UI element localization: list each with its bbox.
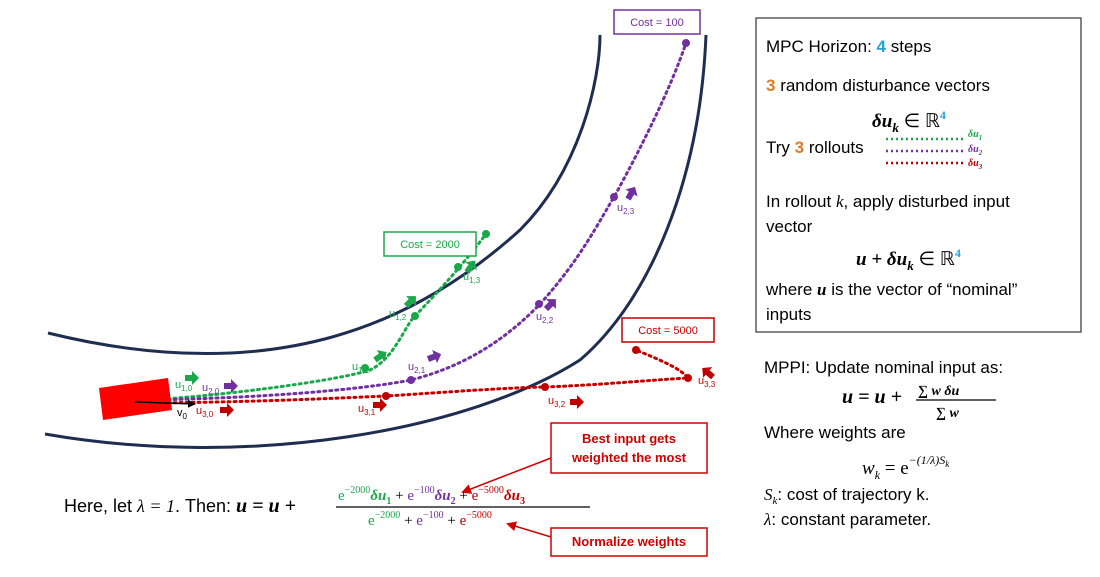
callout-best-line1: Best input gets [582, 431, 676, 446]
mppi-update-denominator: ∑ w [936, 406, 959, 421]
rollout-3-point [684, 374, 692, 382]
input-label-u20: u2,0 [202, 382, 220, 396]
road-outer-edge [47, 34, 602, 356]
u-plus-du-def: u + δuk ∈ ℝ4 [856, 246, 961, 273]
legend-label-3: δu3 [968, 158, 983, 171]
road-inner-edge [44, 34, 708, 449]
rollout-k-line2: vector [766, 217, 813, 236]
input-arrow-u23 [625, 186, 638, 201]
delta-u-def: δuk ∈ ℝ4 [872, 108, 946, 135]
input-arrow-u20 [224, 379, 238, 393]
rollout-3-point [382, 392, 390, 400]
lambda-definition: λ: constant parameter. [763, 510, 931, 529]
input-arrow-u30 [220, 403, 234, 417]
where-line1: where u is the vector of “nominal” [765, 280, 1018, 299]
mppi-section: MPPI: Update nominal input as: u = u + ∑… [763, 358, 1003, 529]
input-arrow-u32 [570, 395, 584, 409]
bottom-formula: Here, let λ = 1. Then: u = u + e−2000δu1… [64, 485, 590, 529]
bottom-formula-denominator: e−2000 + e−100 + e−5000 [368, 510, 492, 529]
cost-box-rollout-3: Cost = 5000 [621, 317, 715, 343]
rollout-1-point [361, 364, 369, 372]
callout-best-arrow [461, 457, 552, 494]
legend-label-1: δu1 [968, 129, 982, 142]
input-label-u23: u2,3 [617, 202, 635, 216]
input-label-u11: u1,1 [352, 361, 370, 375]
input-arrow-u10 [185, 371, 199, 385]
callout-normalize-arrow [506, 521, 552, 538]
callout-normalize-text: Normalize weights [572, 534, 686, 549]
input-label-u13: u1,3 [463, 271, 481, 285]
cost-box-rollout-1: Cost = 2000 [383, 231, 477, 257]
rollout-1-point [411, 312, 419, 320]
input-label-u32: u3,2 [548, 395, 566, 409]
weights-title: Where weights are [764, 423, 906, 442]
callout-best-input: Best input gets weighted the most [461, 422, 708, 494]
mppi-update-lhs: u = u + [842, 386, 902, 408]
disturbance-line: 3 random disturbance vectors [766, 76, 990, 95]
input-label-u10: u1,0 [175, 379, 193, 393]
velocity-label: v0 [177, 407, 188, 421]
try-rollouts-line: Try 3 rollouts [766, 138, 864, 157]
horizon-line: MPC Horizon: 4 steps [766, 37, 931, 56]
trajectory-points [361, 39, 692, 400]
rollout-k-line1: In rollout k, apply disturbed input [766, 192, 1010, 211]
rollout-2-point [535, 300, 543, 308]
input-arrow-u21 [426, 350, 442, 364]
input-arrow-u12 [403, 296, 416, 309]
vehicle [99, 378, 172, 420]
rollout-2-trajectory [148, 41, 688, 402]
rollout-2-point [407, 376, 415, 384]
input-label-u21: u2,1 [408, 361, 426, 375]
input-label-u30: u3,0 [196, 405, 214, 419]
input-label-u33: u3,3 [698, 375, 716, 389]
legend-label-2: δu2 [968, 144, 983, 157]
rollout-3-point [541, 383, 549, 391]
callout-best-line2: weighted the most [571, 450, 687, 465]
velocity-arrow [134, 399, 196, 408]
input-arrow-u33 [702, 367, 715, 380]
weights-formula: wk = e−(1/λ)Sk [862, 453, 950, 482]
mppi-update-title: MPPI: Update nominal input as: [764, 358, 1003, 377]
rollout-1-point [454, 263, 462, 271]
input-labels: u1,0 u2,0 u3,0 u1,1 u1,2 u1,3 u2,1 u2,2 … [175, 202, 716, 419]
rollout-2-point [682, 39, 690, 47]
cost-label-rollout-2: Cost = 100 [630, 17, 684, 29]
rollout-1-point [482, 230, 490, 238]
input-arrow-u22 [543, 299, 556, 312]
rollout-1-trajectory [148, 232, 488, 402]
cost-box-rollout-2: Cost = 100 [613, 9, 701, 35]
input-label-u31: u3,1 [358, 403, 376, 417]
input-arrow-u31 [373, 398, 387, 412]
cost-label-rollout-1: Cost = 2000 [400, 239, 460, 251]
bottom-formula-numerator: e−2000δu1 + e−100δu2 + e−5000δu3 [338, 485, 525, 507]
where-line2: inputs [766, 305, 811, 324]
input-label-u12: u1,2 [389, 308, 407, 322]
rollout-3-point [632, 346, 640, 354]
input-arrow-u11 [373, 350, 387, 363]
callout-normalize: Normalize weights [506, 521, 708, 557]
rollout-2-point [610, 193, 618, 201]
input-arrow-u13 [464, 260, 477, 274]
info-box: MPC Horizon: 4 steps 3 random disturbanc… [755, 17, 1082, 333]
rollout-legend: δu1 δu2 δu3 [886, 129, 983, 171]
cost-definition: Sk: cost of trajectory k. [764, 485, 930, 507]
bottom-formula-lead: Here, let λ = 1. Then: u = u + [64, 495, 296, 517]
mppi-update-numerator: ∑ w δu [918, 384, 959, 399]
cost-label-rollout-3: Cost = 5000 [638, 325, 698, 337]
input-label-u22: u2,2 [536, 311, 554, 325]
input-arrows [185, 186, 715, 417]
